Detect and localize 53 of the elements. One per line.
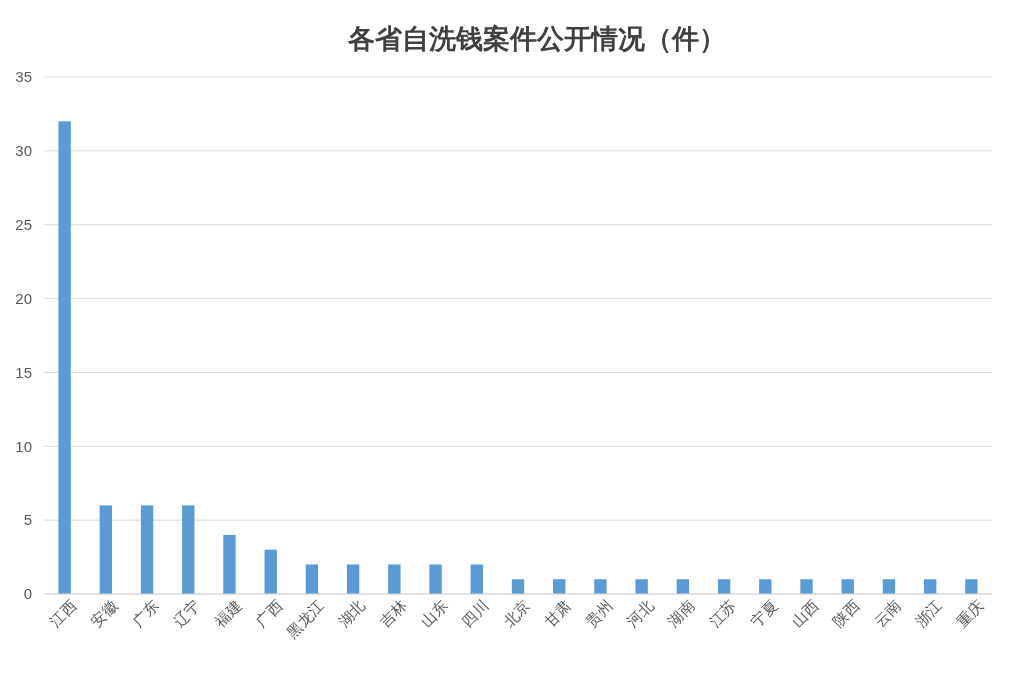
x-tick-label: 北京 xyxy=(499,596,534,631)
x-tick-label: 广东 xyxy=(128,596,163,631)
y-tick-label: 35 xyxy=(15,68,32,86)
x-tick-label: 宁夏 xyxy=(747,596,781,631)
bar xyxy=(429,564,442,594)
x-tick-label: 安徽 xyxy=(87,596,122,631)
x-tick-label: 山西 xyxy=(788,596,823,631)
bar xyxy=(305,564,319,594)
bar xyxy=(223,534,236,594)
x-tick-label: 福建 xyxy=(211,596,246,631)
y-tick-label: 5 xyxy=(23,511,32,529)
bar xyxy=(759,579,772,594)
x-tick-label: 湖北 xyxy=(334,596,369,631)
bar xyxy=(717,579,731,594)
bar xyxy=(965,579,978,594)
bar xyxy=(923,579,937,594)
x-tick-label: 辽宁 xyxy=(169,596,204,631)
y-tick-label: 0 xyxy=(23,585,32,603)
bar xyxy=(99,505,113,594)
x-tick-label: 陕西 xyxy=(829,596,864,631)
bar xyxy=(594,579,607,594)
x-tick-label: 甘肃 xyxy=(540,596,575,631)
bar xyxy=(841,579,854,594)
x-tick-label: 吉林 xyxy=(376,596,411,631)
bar xyxy=(511,579,525,594)
x-tick-label: 山东 xyxy=(417,596,452,631)
x-tick-label: 河北 xyxy=(623,596,658,631)
x-tick-label: 重庆 xyxy=(953,596,988,631)
y-tick-label: 30 xyxy=(15,142,32,160)
y-tick-label: 20 xyxy=(15,289,32,307)
x-tick-label: 云南 xyxy=(870,596,905,631)
bar xyxy=(264,549,277,594)
x-tick-label: 江苏 xyxy=(705,596,740,631)
bar xyxy=(388,564,401,594)
bar xyxy=(635,579,648,594)
x-tick-label: 湖南 xyxy=(664,596,699,631)
bar xyxy=(182,505,195,594)
bar xyxy=(58,121,71,594)
bar xyxy=(800,579,813,594)
x-tick-label: 浙江 xyxy=(911,596,946,631)
bar xyxy=(140,505,154,594)
x-tick-label: 贵州 xyxy=(582,596,617,631)
bar xyxy=(470,564,483,594)
chart-title: 各省自洗钱案件公开情况（件） xyxy=(347,24,726,54)
y-tick-label: 10 xyxy=(15,437,32,455)
bar xyxy=(676,579,690,594)
x-tick-label: 四川 xyxy=(458,596,493,631)
y-tick-label: 25 xyxy=(15,216,32,234)
bar xyxy=(882,579,896,594)
bar xyxy=(346,564,360,594)
bar xyxy=(553,579,566,594)
y-tick-label: 15 xyxy=(15,363,32,381)
x-tick-label: 江西 xyxy=(46,596,81,631)
